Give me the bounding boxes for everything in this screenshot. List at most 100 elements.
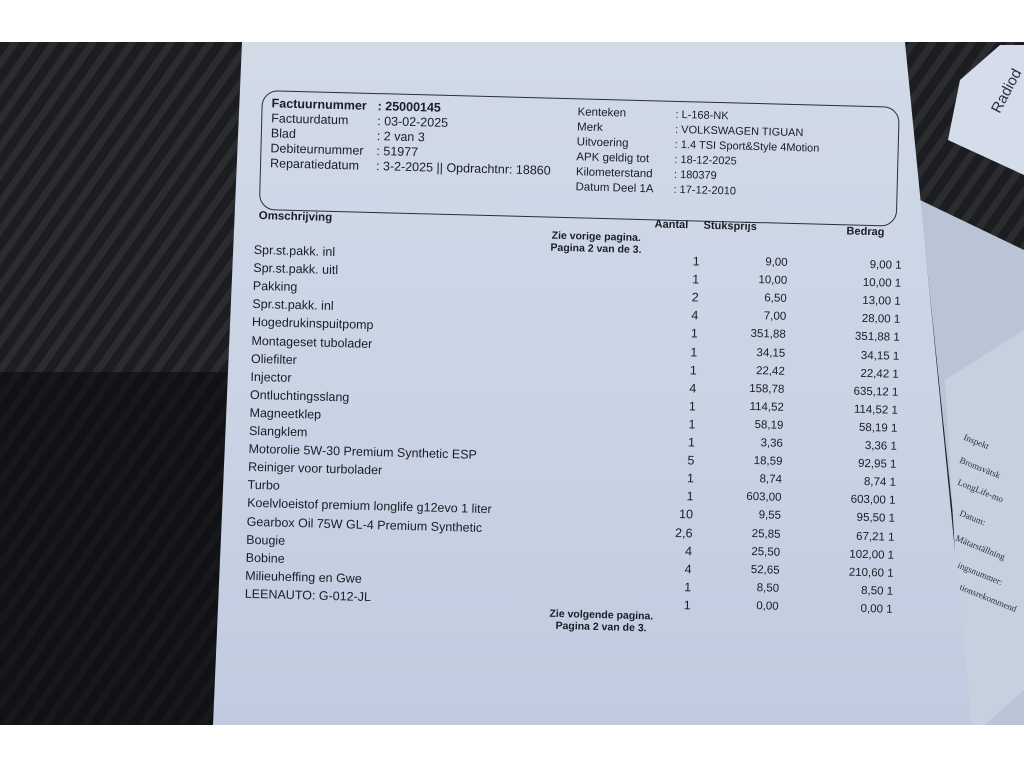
field-value: : 51977: [376, 144, 419, 160]
line-unit-price: 114,52: [749, 400, 785, 414]
field-value: : 17-12-2010: [673, 183, 737, 198]
line-unit-price: 25,85: [751, 527, 781, 541]
line-unit-price: 52,65: [750, 563, 780, 577]
line-unit-price: 0,00: [756, 600, 779, 613]
line-quantity: 1: [689, 362, 698, 378]
line-amount: 34,15 1: [860, 349, 900, 363]
line-amount: 13,00 1: [862, 295, 901, 309]
line-amount: 210,60 1: [848, 566, 894, 580]
line-amount: 102,00 1: [849, 548, 895, 562]
line-description: Magneetklep: [249, 405, 322, 422]
line-quantity: 1: [687, 435, 696, 450]
line-description: Spr.st.pakk. inl: [253, 242, 336, 260]
line-unit-price: 25,50: [751, 545, 781, 559]
field-label: Kenteken: [577, 106, 627, 120]
line-description: Montageset tubolader: [251, 333, 373, 351]
line-amount: 3,36 1: [864, 439, 898, 453]
line-description: Reiniger voor turbolader: [247, 460, 383, 478]
field-value: : 180379: [673, 168, 717, 182]
line-description: LEENAUTO: G-012-JL: [244, 586, 372, 604]
line-amount: 8,74 1: [863, 476, 897, 489]
line-description: Milieuheffing en Gwe: [245, 568, 362, 586]
field-value: : L-168-NK: [675, 108, 729, 123]
line-quantity: 1: [692, 254, 700, 269]
line-quantity: 4: [689, 381, 697, 396]
line-amount: 67,21 1: [855, 530, 895, 544]
line-quantity: 4: [684, 561, 692, 577]
next-page-note: Zie volgende pagina. Pagina 2 van de 3.: [536, 607, 667, 635]
line-unit-price: 7,00: [763, 310, 787, 324]
line-description: Spr.st.pakk. inl: [252, 297, 334, 314]
line-quantity: 10: [678, 507, 694, 522]
line-quantity: 4: [684, 543, 693, 559]
line-quantity: 1: [690, 326, 698, 341]
line-description: Injector: [250, 369, 292, 385]
field-value: : 03-02-2025: [377, 114, 449, 130]
line-unit-price: 9,00: [765, 256, 788, 269]
line-amount: 9,00 1: [869, 259, 902, 272]
line-unit-price: 158,78: [749, 382, 785, 396]
line-unit-price: 603,00: [746, 491, 782, 505]
field-label: Datum Deel 1A: [575, 181, 654, 196]
line-amount: 10,00 1: [862, 276, 902, 290]
line-amount: 22,42 1: [860, 367, 899, 381]
line-description: Pakking: [252, 279, 298, 295]
line-amount: 8,50 1: [860, 584, 894, 598]
line-unit-price: 351,88: [750, 328, 786, 342]
line-unit-price: 34,15: [756, 346, 786, 360]
line-amount: 58,19 1: [858, 421, 898, 435]
column-header-quantity: Aantal: [654, 218, 689, 232]
line-description: Slangklem: [248, 423, 308, 440]
column-header-description: Omschrijving: [258, 210, 333, 224]
line-unit-price: 10,00: [758, 274, 788, 287]
line-unit-price: 3,36: [760, 437, 784, 450]
line-quantity: 1: [688, 399, 697, 414]
line-description: Spr.st.pakk. uitl: [253, 260, 339, 278]
line-amount: 92,95 1: [857, 457, 897, 471]
line-amount: 635,12 1: [853, 385, 899, 399]
line-quantity: 4: [691, 308, 699, 323]
line-quantity: 2,6: [674, 525, 693, 540]
line-unit-price: 8,50: [756, 581, 780, 595]
line-amount: 0,00 1: [860, 602, 893, 616]
line-unit-price: 58,19: [754, 418, 784, 432]
line-quantity: 1: [683, 598, 691, 613]
line-description: Ontluchtingsslang: [249, 387, 350, 405]
line-unit-price: 22,42: [755, 364, 785, 378]
field-label: Uitvoering: [576, 136, 629, 150]
line-amount: 351,88 1: [854, 331, 900, 345]
invoice-document: Factuurnummer : 25000145 Factuurdatum : 03-…: [245, 90, 939, 668]
line-description: Bougie: [246, 532, 286, 548]
line-quantity: 1: [692, 272, 700, 287]
line-amount: 28,00 1: [861, 313, 901, 327]
field-label: APK geldig tot: [576, 151, 650, 166]
column-header-amount: Bedrag: [846, 225, 885, 239]
line-description: Hogedrukinspuitpomp: [251, 315, 374, 333]
field-label: Factuurdatum: [271, 111, 349, 128]
line-amount: 95,50 1: [856, 512, 896, 526]
column-header-unit-price: Stuksprijs: [703, 219, 757, 234]
line-amount: 603,00 1: [850, 493, 896, 508]
line-quantity: 1: [688, 417, 696, 432]
field-label: Factuurnummer: [271, 96, 367, 113]
line-unit-price: 18,59: [753, 455, 783, 468]
line-description: Bobine: [245, 550, 285, 566]
line-quantity: 1: [686, 489, 694, 504]
field-value: : 25000145: [377, 99, 442, 115]
line-quantity: 1: [683, 580, 692, 595]
line-quantity: 1: [686, 471, 695, 486]
line-description: Turbo: [247, 478, 281, 493]
line-amount: 114,52 1: [853, 403, 898, 417]
field-label: Merk: [576, 121, 603, 134]
line-unit-price: 8,74: [759, 473, 783, 486]
field-label: Kilometerstand: [575, 166, 653, 181]
field-label: Debiteurnummer: [270, 141, 364, 158]
line-quantity: 1: [690, 344, 698, 360]
line-quantity: 5: [687, 453, 695, 468]
field-label: Reparatiedatum: [269, 156, 360, 173]
field-value: : 2 van 3: [376, 129, 425, 145]
note-line: Pagina 2 van de 3.: [555, 619, 647, 635]
line-description: Oliefilter: [250, 351, 297, 367]
line-unit-price: 6,50: [764, 292, 787, 306]
